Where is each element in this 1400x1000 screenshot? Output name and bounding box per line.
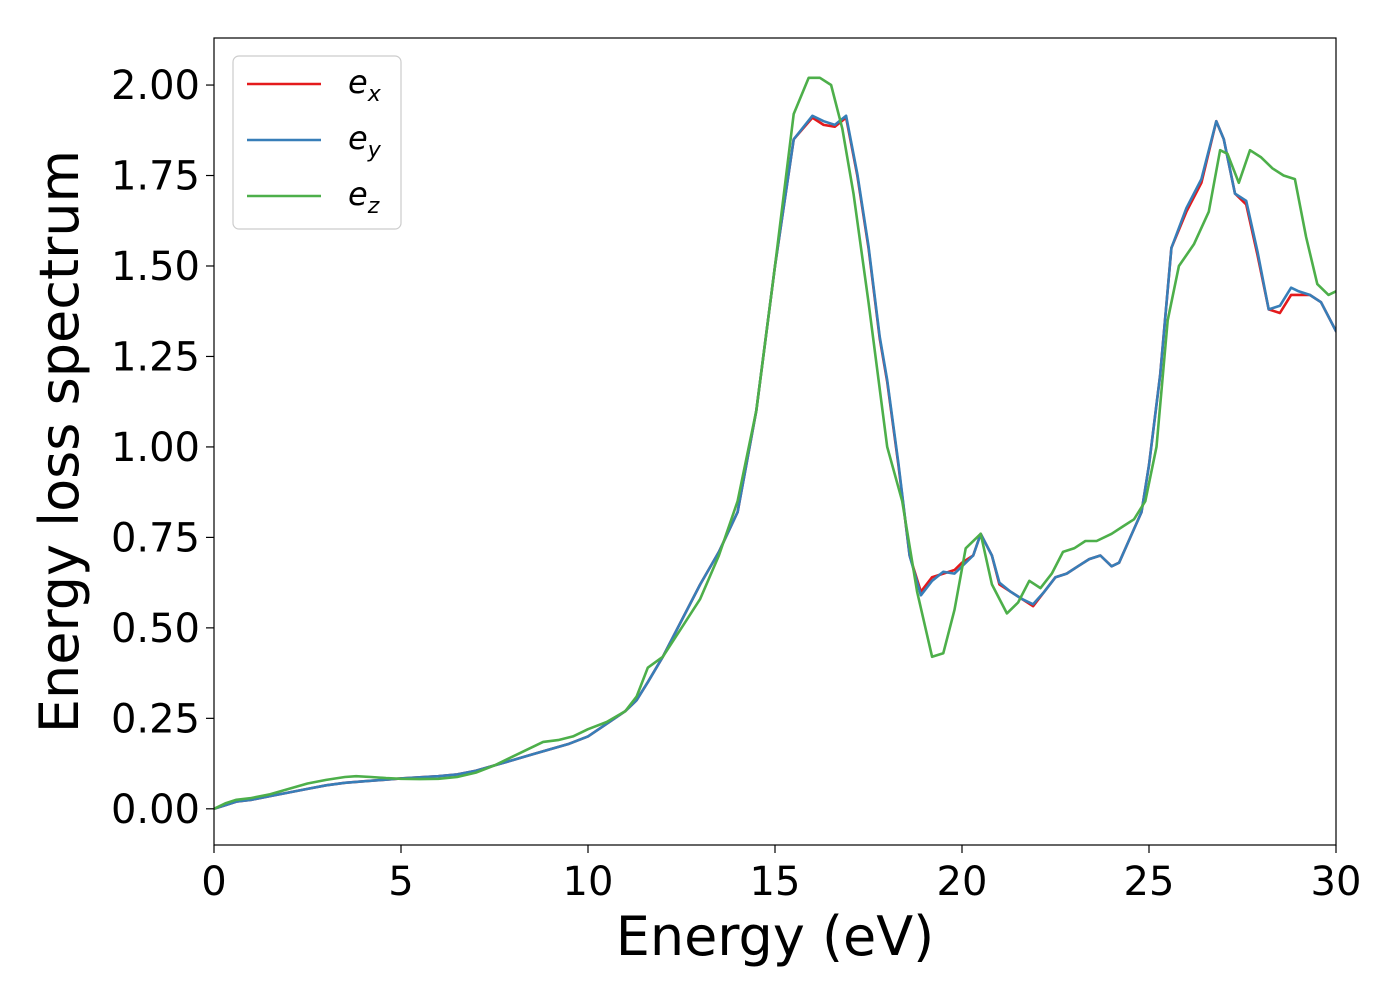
legend-entry-x: ex bbox=[247, 63, 382, 107]
legend-label: ex bbox=[348, 63, 382, 107]
y-tick-label: 1.75 bbox=[111, 154, 200, 200]
y-tick-label: 2.00 bbox=[111, 63, 200, 109]
y-tick-label: 0.50 bbox=[111, 606, 200, 652]
y-axis: 0.00 0.25 0.50 0.75 1.00 1.25 1.50 1.75 2.00 bbox=[111, 63, 214, 833]
x-axis: 0 5 10 15 20 25 30 bbox=[201, 845, 1361, 905]
x-tick-label: 5 bbox=[388, 859, 413, 905]
legend-label: ez bbox=[348, 175, 380, 219]
y-tick-label: 1.50 bbox=[111, 244, 200, 290]
plot-lines bbox=[214, 76, 1336, 811]
series-line-y bbox=[214, 114, 1336, 811]
x-tick-label: 25 bbox=[1124, 859, 1175, 905]
y-tick-label: 0.00 bbox=[111, 787, 200, 833]
legend-entry-z: ez bbox=[247, 175, 380, 219]
x-axis-title: Energy (eV) bbox=[616, 905, 935, 968]
y-tick-label: 0.75 bbox=[111, 515, 200, 561]
x-tick-label: 0 bbox=[201, 859, 226, 905]
y-tick-label: 1.00 bbox=[111, 425, 200, 471]
x-tick-label: 15 bbox=[750, 859, 801, 905]
legend: ex ey ez bbox=[232, 55, 402, 230]
legend-box bbox=[232, 55, 402, 230]
legend-label: ey bbox=[348, 119, 382, 163]
y-tick-label: 0.25 bbox=[111, 696, 200, 742]
x-tick-label: 10 bbox=[563, 859, 614, 905]
y-tick-label: 1.25 bbox=[111, 334, 200, 380]
y-axis-title: Energy loss spectrum bbox=[28, 150, 91, 733]
x-tick-label: 30 bbox=[1311, 859, 1362, 905]
x-tick-label: 20 bbox=[937, 859, 988, 905]
legend-entry-y: ey bbox=[247, 119, 382, 163]
series-line-z bbox=[214, 76, 1336, 811]
